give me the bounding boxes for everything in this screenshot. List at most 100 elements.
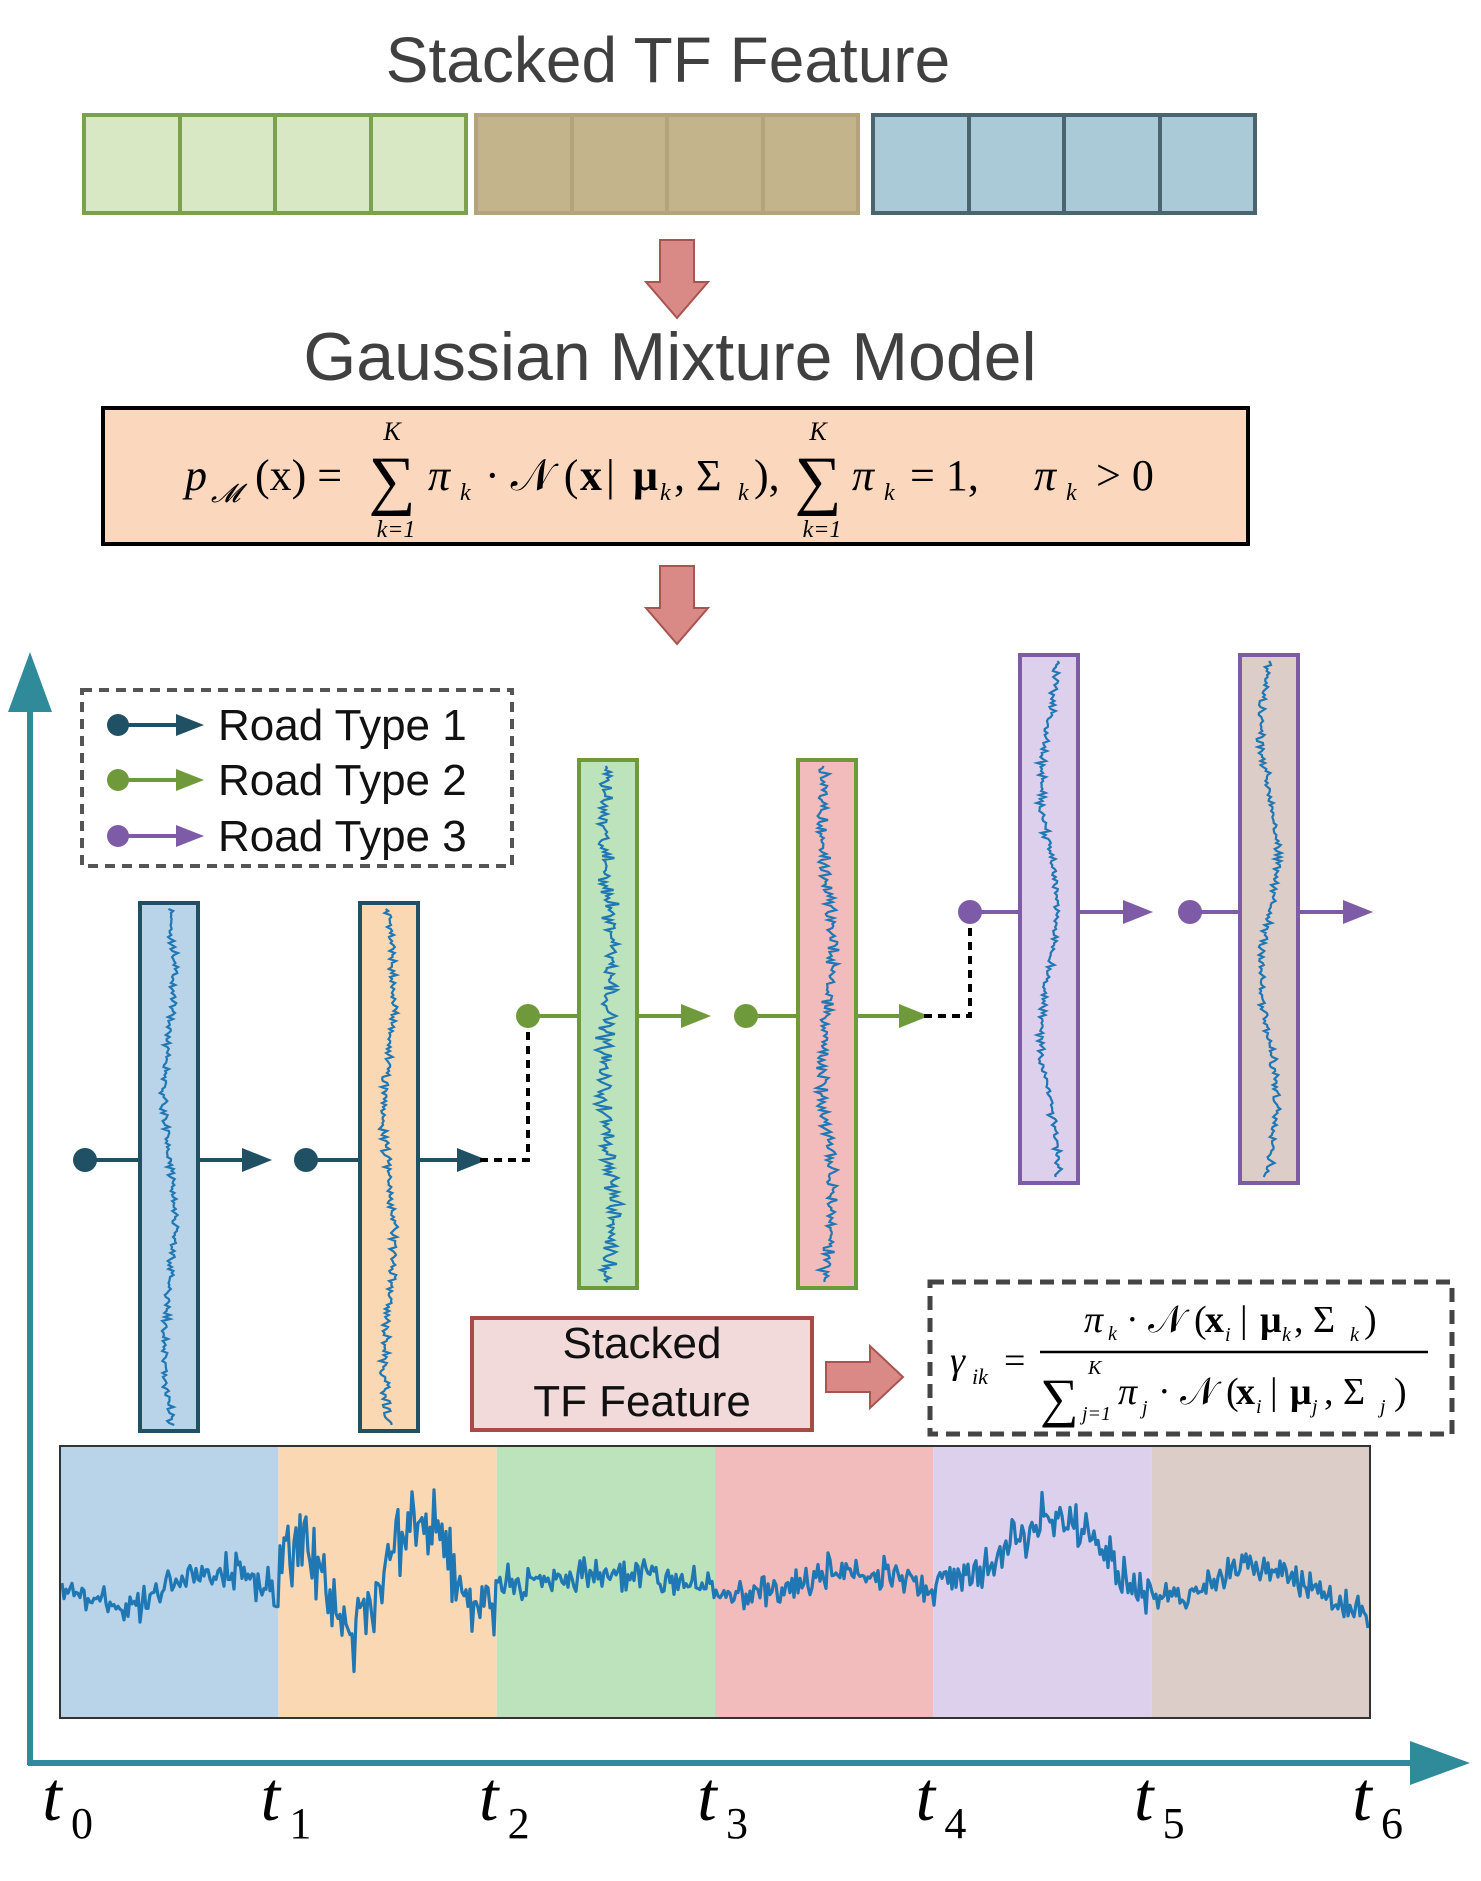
svg-text:): ) <box>1364 1299 1377 1341</box>
svg-text:π: π <box>1118 1371 1138 1413</box>
legend-item-road-type-3: Road Type 3 <box>107 812 467 861</box>
svg-text:= 1,: = 1, <box>910 451 979 500</box>
stacked-box-label-line2: TF Feature <box>533 1377 751 1426</box>
svg-text:k: k <box>738 480 749 506</box>
svg-text:j: j <box>1309 1396 1318 1418</box>
svg-text:|: | <box>1240 1299 1248 1341</box>
time-label-t3: t <box>697 1759 718 1836</box>
svg-text:|: | <box>606 451 615 500</box>
svg-text:),: ), <box>754 451 780 500</box>
svg-text:|: | <box>1270 1371 1278 1413</box>
tf-strip-waveform-2 <box>376 908 401 1426</box>
svg-text:μ: μ <box>1290 1371 1312 1413</box>
svg-text:∑: ∑ <box>1040 1368 1079 1428</box>
down-arrow-1 <box>643 239 711 320</box>
signal-segment-6 <box>1151 1446 1370 1718</box>
svg-text:, Σ: , Σ <box>1294 1299 1335 1341</box>
svg-text:μ: μ <box>633 451 658 500</box>
road-signal-waveform <box>60 1488 1370 1674</box>
tf-strip-1 <box>138 901 200 1433</box>
time-label-sub-6: 6 <box>1381 1799 1403 1848</box>
time-label-t1: t <box>261 1759 282 1836</box>
stacked-tf-feature-box <box>470 1316 814 1432</box>
gmm-formula-box <box>101 406 1250 546</box>
svg-text:K: K <box>382 417 402 446</box>
right-arrow <box>825 1343 905 1411</box>
svg-text:k: k <box>1066 480 1077 506</box>
legend: Road Type 1 Road Type 2 Road Type 3 <box>80 688 514 868</box>
time-label-sub-1: 1 <box>289 1799 311 1848</box>
tf-strip-waveform-5 <box>1032 660 1064 1178</box>
tf-strip-6 <box>1238 653 1300 1185</box>
responsibility-formula-box <box>927 1279 1455 1437</box>
tf-strip-waveform-4 <box>812 765 843 1283</box>
svg-text:ik: ik <box>972 1364 989 1389</box>
legend-label-road-type-1: Road Type 1 <box>218 701 467 750</box>
svg-text:k=1: k=1 <box>377 517 416 543</box>
svg-text:j: j <box>1377 1396 1386 1418</box>
time-label-sub-0: 0 <box>71 1799 93 1848</box>
gmm-title: Gaussian Mixture Model <box>303 319 1036 395</box>
svg-text:i: i <box>1225 1324 1231 1346</box>
tf-feature-strips <box>138 653 1300 1433</box>
svg-text:π: π <box>1084 1299 1104 1341</box>
tf-strip-2 <box>358 901 420 1433</box>
tf-strip-4 <box>796 758 858 1290</box>
svg-text:, Σ: , Σ <box>674 451 722 500</box>
svg-text:k: k <box>1108 1323 1118 1345</box>
signal-panel-border <box>59 1445 1371 1719</box>
time-label-sub-2: 2 <box>508 1799 530 1848</box>
svg-text:): ) <box>1394 1371 1407 1413</box>
road-type-1-pipeline <box>73 1148 487 1172</box>
time-label-t5: t <box>1134 1759 1155 1836</box>
svg-text:· 𝒩 (: · 𝒩 ( <box>1158 1371 1239 1413</box>
svg-text:∑: ∑ <box>794 444 841 517</box>
svg-text:p: p <box>182 451 207 500</box>
time-label-t4: t <box>916 1759 937 1836</box>
svg-text:k: k <box>1350 1324 1360 1346</box>
svg-text:π: π <box>852 451 876 500</box>
svg-text:γ: γ <box>950 1340 966 1382</box>
tf-strip-waveform-1 <box>157 907 181 1427</box>
svg-text:x: x <box>1236 1371 1255 1413</box>
svg-text:i: i <box>1256 1396 1262 1418</box>
svg-text:π: π <box>428 451 452 500</box>
time-label-t6: t <box>1352 1759 1373 1836</box>
svg-text:j=1: j=1 <box>1079 1403 1111 1425</box>
gmm-formula: p 𝓜 (x) = K ∑ k=1 π k · 𝒩 ( x | μ k , Σ … <box>182 417 1154 543</box>
tf-strip-5 <box>1018 653 1080 1185</box>
tf-strip-3 <box>577 758 639 1290</box>
stacked-tf-feature-vector <box>82 113 1257 215</box>
svg-text:k=1: k=1 <box>803 517 842 543</box>
time-label-sub-4: 4 <box>944 1799 966 1848</box>
svg-text:k: k <box>660 480 671 506</box>
svg-text:· 𝒩 (: · 𝒩 ( <box>485 451 578 500</box>
down-arrow-2 <box>643 565 711 646</box>
legend-item-road-type-2: Road Type 2 <box>107 756 467 805</box>
stacked-box-label-line1: Stacked <box>563 1319 722 1368</box>
svg-text:, Σ: , Σ <box>1324 1371 1365 1413</box>
y-axis-arrowhead <box>8 652 52 712</box>
svg-text:K: K <box>808 417 828 446</box>
svg-text:> 0: > 0 <box>1096 451 1154 500</box>
time-label-sub-3: 3 <box>726 1799 748 1848</box>
x-axis-arrowhead <box>1410 1741 1470 1785</box>
signal-segment-2 <box>278 1446 497 1718</box>
legend-box <box>80 688 514 868</box>
time-label-t0: t <box>42 1759 63 1836</box>
tf-strip-waveform-6 <box>1254 660 1285 1178</box>
time-label-sub-5: 5 <box>1163 1799 1185 1848</box>
svg-text:K: K <box>1087 1357 1103 1379</box>
svg-text:=: = <box>1004 1340 1025 1382</box>
time-label-t2: t <box>479 1759 500 1836</box>
svg-text:· 𝒩 (: · 𝒩 ( <box>1126 1299 1207 1341</box>
svg-text:x: x <box>1205 1299 1224 1341</box>
transition-connector-2 <box>924 912 972 1018</box>
svg-text:μ: μ <box>1260 1299 1282 1341</box>
stacked-tf-feature-title: Stacked TF Feature <box>386 24 950 96</box>
svg-text:k: k <box>1282 1324 1292 1346</box>
svg-text:π: π <box>1034 451 1058 500</box>
transition-connector-1 <box>480 1016 530 1162</box>
